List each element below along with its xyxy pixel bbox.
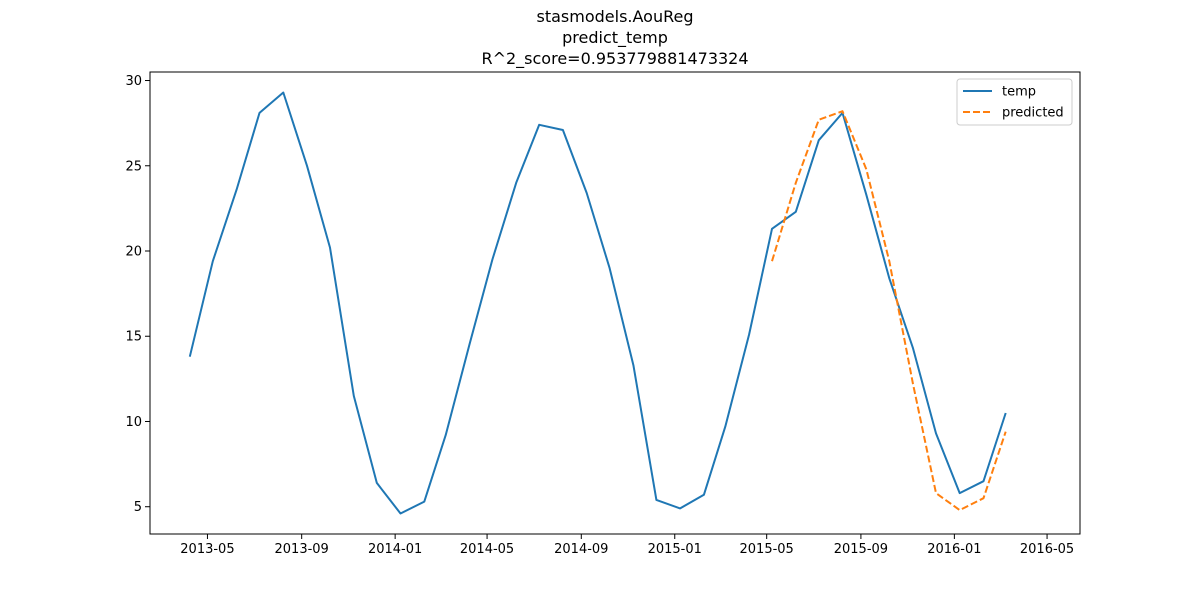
series-line-temp xyxy=(188,91,1007,515)
title-line-3: R^2_score=0.953779881473324 xyxy=(481,49,748,69)
legend-label-temp: temp xyxy=(1002,85,1036,100)
plot-area-frame xyxy=(149,71,1081,535)
x-tick-label: 2015-05 xyxy=(740,542,794,557)
x-tick-label: 2015-01 xyxy=(648,542,702,557)
y-tick-label: 5 xyxy=(134,500,142,515)
x-tick-label: 2016-01 xyxy=(927,542,981,557)
y-tick-label: 10 xyxy=(125,415,142,430)
x-tick-label: 2013-05 xyxy=(180,542,234,557)
y-tick-label: 25 xyxy=(125,159,142,174)
y-tick-label: 30 xyxy=(125,74,142,89)
y-tick-label: 15 xyxy=(125,330,142,345)
title-line-1: stasmodels.AouReg xyxy=(537,7,694,26)
x-tick-label: 2013-09 xyxy=(275,542,329,557)
x-tick-label: 2014-05 xyxy=(460,542,514,557)
series-line-predicted xyxy=(771,110,1007,512)
x-tick-label: 2014-09 xyxy=(554,542,608,557)
x-tick-label: 2016-05 xyxy=(1020,542,1074,557)
title-line-2: predict_temp xyxy=(562,28,668,48)
series-group xyxy=(188,91,1007,515)
legend: temp predicted xyxy=(956,78,1073,126)
chart-title: stasmodels.AouReg predict_temp R^2_score… xyxy=(481,7,748,69)
y-axis: 5 10 15 20 25 30 xyxy=(125,74,150,515)
x-tick-label: 2014-01 xyxy=(368,542,422,557)
legend-label-predicted: predicted xyxy=(1002,106,1064,121)
x-tick-label: 2015-09 xyxy=(834,542,888,557)
x-axis: 2013-05 2013-09 2014-01 2014-05 2014-09 2015-… xyxy=(180,534,1074,557)
y-tick-label: 20 xyxy=(125,245,142,260)
